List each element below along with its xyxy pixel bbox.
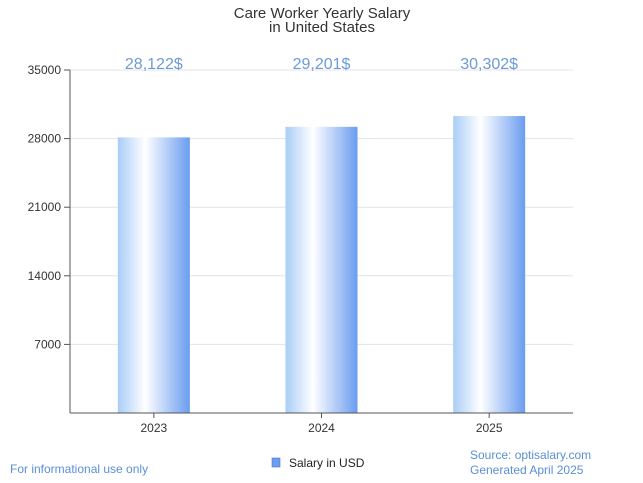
bar-2025 bbox=[453, 116, 526, 413]
x-axis-ticks: 2023 2024 2025 bbox=[140, 413, 503, 435]
legend-swatch bbox=[271, 457, 281, 468]
data-label-2023: 28,122$ bbox=[125, 56, 183, 73]
y-tick-label: 21000 bbox=[28, 200, 62, 214]
x-tick-label-2024: 2024 bbox=[308, 421, 335, 435]
chart-title-line-2: in United States bbox=[269, 19, 375, 36]
y-tick-label: 14000 bbox=[28, 269, 62, 283]
y-tick-label: 35000 bbox=[28, 63, 62, 77]
legend[interactable]: Salary in USD bbox=[271, 456, 365, 470]
data-label-2025: 30,302$ bbox=[460, 56, 518, 73]
y-axis-ticks: 7000 14000 21000 28000 35000 bbox=[28, 63, 70, 351]
x-tick-label-2023: 2023 bbox=[140, 421, 167, 435]
source-text: Source: optisalary.com bbox=[470, 448, 592, 462]
y-tick-label: 28000 bbox=[28, 132, 62, 146]
x-tick-label-2025: 2025 bbox=[476, 421, 503, 435]
y-tick-label: 7000 bbox=[34, 337, 61, 351]
data-label-2024: 29,201$ bbox=[293, 56, 351, 73]
legend-label: Salary in USD bbox=[289, 456, 365, 470]
bar-2024 bbox=[285, 126, 358, 413]
chart-title-line-1: Care Worker Yearly Salary bbox=[234, 5, 411, 22]
source-block: Source: optisalary.com Generated April 2… bbox=[470, 448, 591, 478]
generated-text: Generated April 2025 bbox=[470, 463, 584, 477]
bar-2023 bbox=[117, 137, 190, 413]
disclaimer-text: For informational use only bbox=[10, 462, 149, 476]
bars bbox=[117, 116, 526, 413]
data-labels: 28,122$ 29,201$ 30,302$ bbox=[125, 56, 518, 73]
